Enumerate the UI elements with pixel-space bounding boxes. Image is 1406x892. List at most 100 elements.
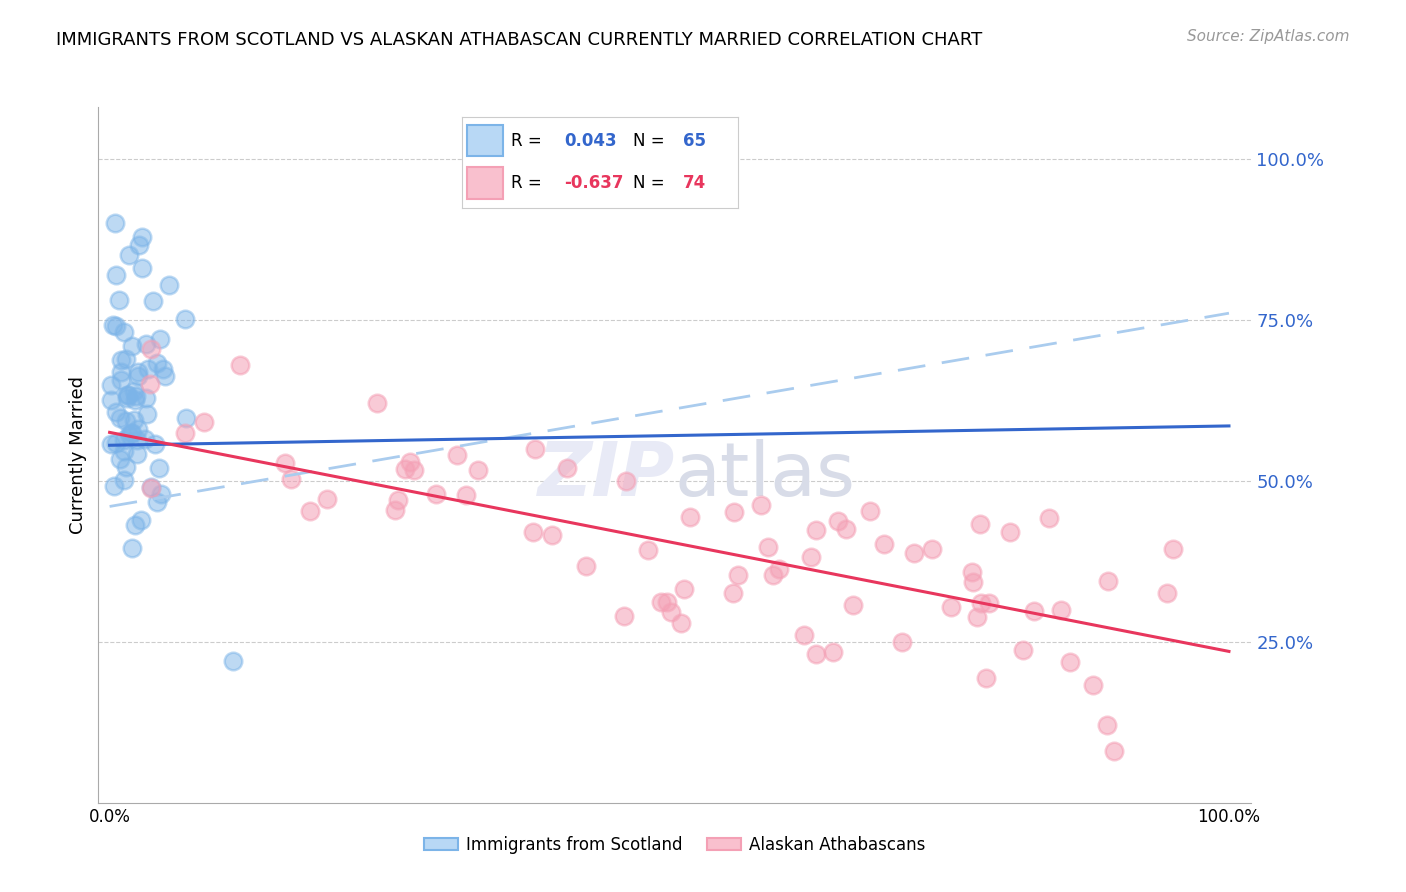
Point: [110, 353, 132, 368]
Point: [394, 462, 416, 476]
Text: atlas: atlas: [675, 439, 856, 512]
Point: [974, 671, 997, 685]
Point: [121, 541, 143, 555]
Point: [143, 437, 166, 451]
Point: [141, 293, 163, 308]
Point: [104, 435, 127, 450]
Point: [280, 472, 302, 486]
Point: [404, 463, 426, 477]
Point: [127, 447, 149, 461]
Point: [768, 562, 790, 576]
Point: [1038, 511, 1060, 525]
Point: [659, 606, 682, 620]
Point: [124, 413, 146, 427]
Point: [112, 326, 135, 340]
Point: [1022, 604, 1045, 618]
Point: [105, 268, 128, 282]
Point: [387, 492, 409, 507]
Point: [101, 318, 124, 333]
Point: [103, 479, 125, 493]
Point: [960, 565, 983, 579]
Point: [114, 473, 136, 487]
Point: [969, 516, 991, 531]
Point: [115, 352, 138, 367]
Point: [100, 393, 122, 408]
Point: [104, 405, 127, 419]
Point: [1081, 678, 1104, 692]
Point: [823, 645, 845, 659]
Point: [655, 595, 678, 609]
Point: [399, 455, 422, 469]
Point: [939, 599, 962, 614]
Point: [903, 546, 925, 560]
Point: [129, 513, 152, 527]
Point: [366, 396, 388, 410]
Point: [523, 442, 546, 456]
Point: [193, 415, 215, 429]
Point: [159, 277, 181, 292]
Text: ZIP: ZIP: [537, 439, 675, 512]
Point: [131, 230, 153, 244]
Point: [121, 426, 143, 441]
Point: [146, 495, 169, 509]
Point: [835, 522, 858, 536]
Point: [273, 456, 295, 470]
Point: [859, 503, 882, 517]
Point: [120, 426, 142, 441]
Point: [1104, 744, 1126, 758]
Text: IMMIGRANTS FROM SCOTLAND VS ALASKAN ATHABASCAN CURRENTLY MARRIED CORRELATION CHA: IMMIGRANTS FROM SCOTLAND VS ALASKAN ATHA…: [56, 31, 983, 49]
Point: [827, 514, 849, 528]
Point: [1095, 718, 1118, 732]
Point: [127, 368, 149, 383]
Point: [139, 480, 162, 494]
Point: [637, 542, 659, 557]
Point: [131, 260, 153, 275]
Point: [806, 647, 828, 661]
Point: [456, 488, 478, 502]
Point: [1059, 655, 1081, 669]
Point: [107, 293, 129, 308]
Point: [650, 595, 672, 609]
Point: [155, 369, 177, 384]
Point: [121, 339, 143, 353]
Y-axis label: Currently Married: Currently Married: [69, 376, 87, 534]
Point: [806, 523, 828, 537]
Text: Source: ZipAtlas.com: Source: ZipAtlas.com: [1187, 29, 1350, 44]
Point: [118, 247, 141, 261]
Point: [174, 426, 197, 441]
Point: [613, 609, 636, 624]
Point: [139, 342, 162, 356]
Point: [1156, 586, 1178, 600]
Point: [756, 540, 779, 554]
Point: [425, 487, 447, 501]
Point: [115, 460, 138, 475]
Point: [108, 411, 131, 425]
Point: [127, 422, 149, 436]
Point: [1050, 603, 1073, 617]
Point: [174, 410, 197, 425]
Point: [127, 365, 149, 379]
Point: [115, 391, 138, 405]
Legend: Immigrants from Scotland, Alaskan Athabascans: Immigrants from Scotland, Alaskan Athaba…: [418, 830, 932, 861]
Point: [135, 337, 157, 351]
Point: [873, 537, 896, 551]
Point: [115, 388, 138, 402]
Point: [998, 524, 1021, 539]
Point: [146, 356, 169, 370]
Point: [139, 377, 162, 392]
Point: [136, 362, 159, 376]
Point: [115, 414, 138, 428]
Point: [104, 216, 127, 230]
Point: [962, 574, 984, 589]
Point: [128, 238, 150, 252]
Point: [229, 358, 252, 372]
Point: [673, 582, 696, 596]
Point: [108, 451, 131, 466]
Point: [110, 373, 132, 387]
Point: [723, 505, 745, 519]
Point: [614, 475, 637, 489]
Point: [174, 312, 197, 326]
Point: [575, 558, 598, 573]
Point: [384, 503, 406, 517]
Point: [152, 361, 174, 376]
